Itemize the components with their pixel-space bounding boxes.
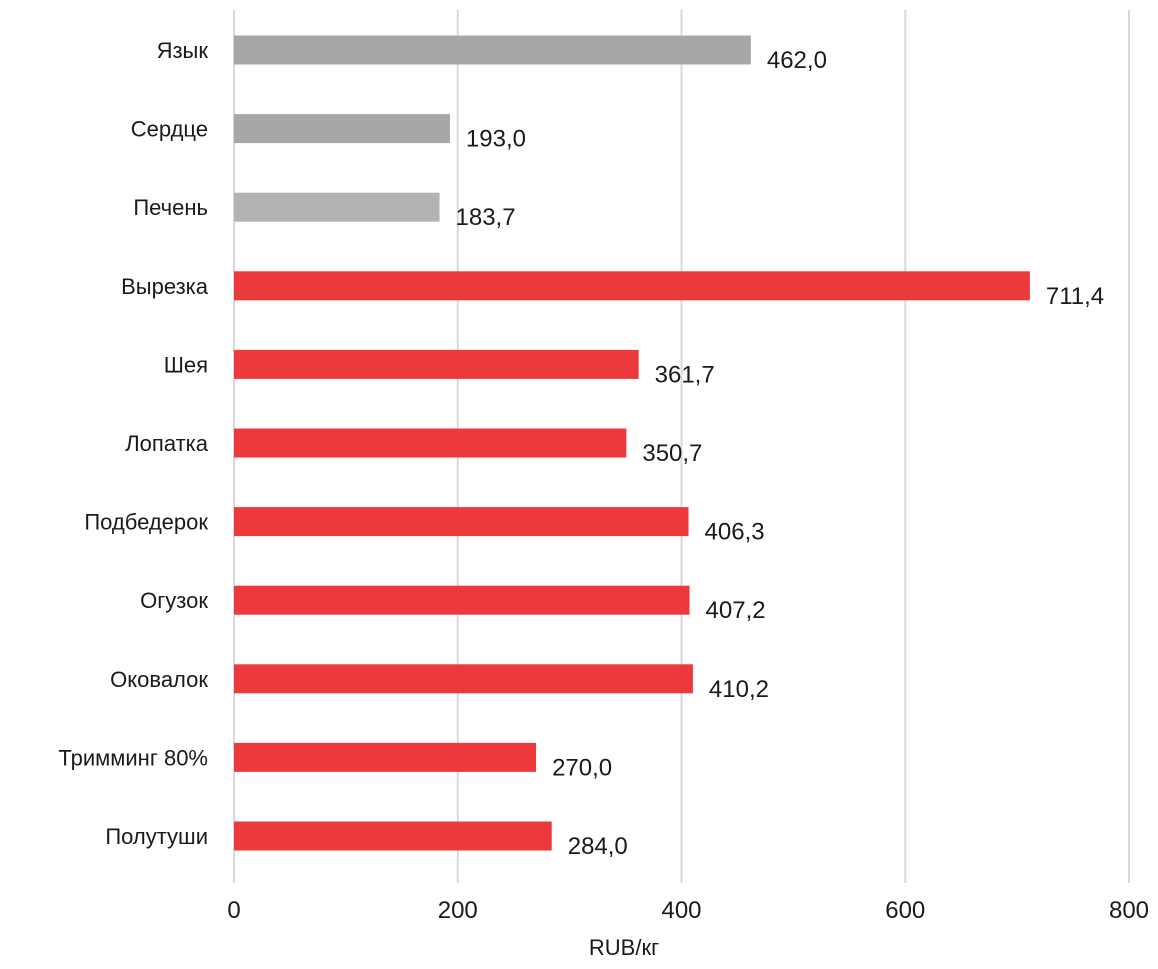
bar	[234, 507, 689, 537]
category-label: Полутуши	[105, 824, 208, 849]
data-label: 284,0	[568, 833, 628, 860]
category-label: Печень	[133, 195, 208, 220]
data-label: 361,7	[655, 361, 715, 388]
x-tick-label: 600	[885, 897, 925, 924]
bar	[234, 35, 751, 65]
bar	[234, 428, 627, 458]
data-label: 350,7	[642, 440, 702, 467]
category-label: Язык	[157, 38, 209, 63]
data-label: 183,7	[456, 204, 516, 231]
data-label: 406,3	[705, 519, 765, 546]
category-label: Огузок	[140, 588, 208, 613]
x-axis-title: RUB/кг	[589, 935, 659, 960]
category-label: Вырезка	[121, 274, 209, 299]
x-axis-tick-labels: 0 200 400 600 800	[227, 897, 1149, 924]
bar	[234, 271, 1030, 301]
gridlines	[233, 10, 1130, 883]
x-tick-label: 200	[438, 897, 478, 924]
data-label: 193,0	[466, 126, 526, 153]
category-label: Сердце	[131, 117, 208, 142]
bars	[234, 35, 1030, 851]
data-label: 270,0	[552, 754, 612, 781]
bar	[234, 742, 537, 772]
bar	[234, 664, 693, 694]
bar	[234, 349, 639, 379]
category-label: Тримминг 80%	[58, 745, 208, 770]
category-label: Лопатка	[125, 431, 209, 456]
data-label: 711,4	[1046, 283, 1104, 310]
bar	[234, 585, 690, 615]
data-label: 462,0	[767, 47, 827, 74]
category-label: Оковалок	[110, 667, 208, 692]
x-tick-label: 400	[661, 897, 701, 924]
data-label: 407,2	[706, 597, 766, 624]
x-tick-label: 0	[227, 897, 240, 924]
data-labels: 462,0 193,0 183,7 711,4 361,7 350,7 406,3 407,2…	[456, 47, 1105, 860]
x-tick-label: 800	[1109, 897, 1149, 924]
category-label: Подбедерок	[84, 510, 208, 535]
bar	[234, 114, 450, 144]
data-label: 410,2	[709, 676, 769, 703]
category-label: Шея	[164, 352, 208, 377]
bar	[234, 192, 440, 222]
bar	[234, 821, 552, 851]
category-labels: Язык Сердце Печень Вырезка Шея Лопатка Подбеде…	[58, 38, 208, 849]
